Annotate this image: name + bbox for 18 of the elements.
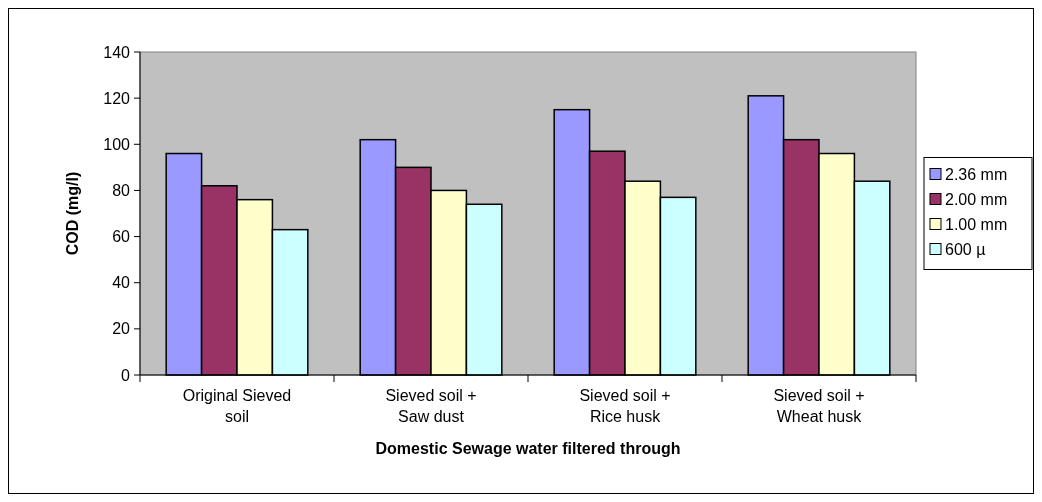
y-tick-label: 0 bbox=[121, 366, 131, 384]
y-tick-label: 20 bbox=[112, 320, 131, 338]
x-tick-label: Sieved soil + Rice husk bbox=[579, 387, 671, 425]
y-tick-label: 120 bbox=[103, 89, 131, 107]
x-tick-label: Original Sieved soil bbox=[182, 387, 292, 425]
y-axis-title: COD (mg/l) bbox=[64, 171, 81, 256]
legend-label: 1.00 mm bbox=[945, 216, 1008, 234]
y-tick-label: 100 bbox=[103, 135, 131, 153]
y-tick-label: 60 bbox=[112, 228, 131, 246]
x-axis-title: Domestic Sewage water filtered through bbox=[375, 440, 681, 457]
y-tick-label: 140 bbox=[103, 43, 131, 61]
y-tick-label: 40 bbox=[112, 274, 131, 292]
legend-label: 2.00 mm bbox=[945, 191, 1008, 209]
x-tick-label: Sieved soil + Saw dust bbox=[385, 387, 477, 425]
x-tick-label: Sieved soil + Wheat husk bbox=[773, 387, 865, 425]
legend-label: 600 µ bbox=[945, 241, 986, 259]
legend-label: 2.36 mm bbox=[945, 166, 1008, 184]
y-tick-label: 80 bbox=[112, 182, 131, 200]
